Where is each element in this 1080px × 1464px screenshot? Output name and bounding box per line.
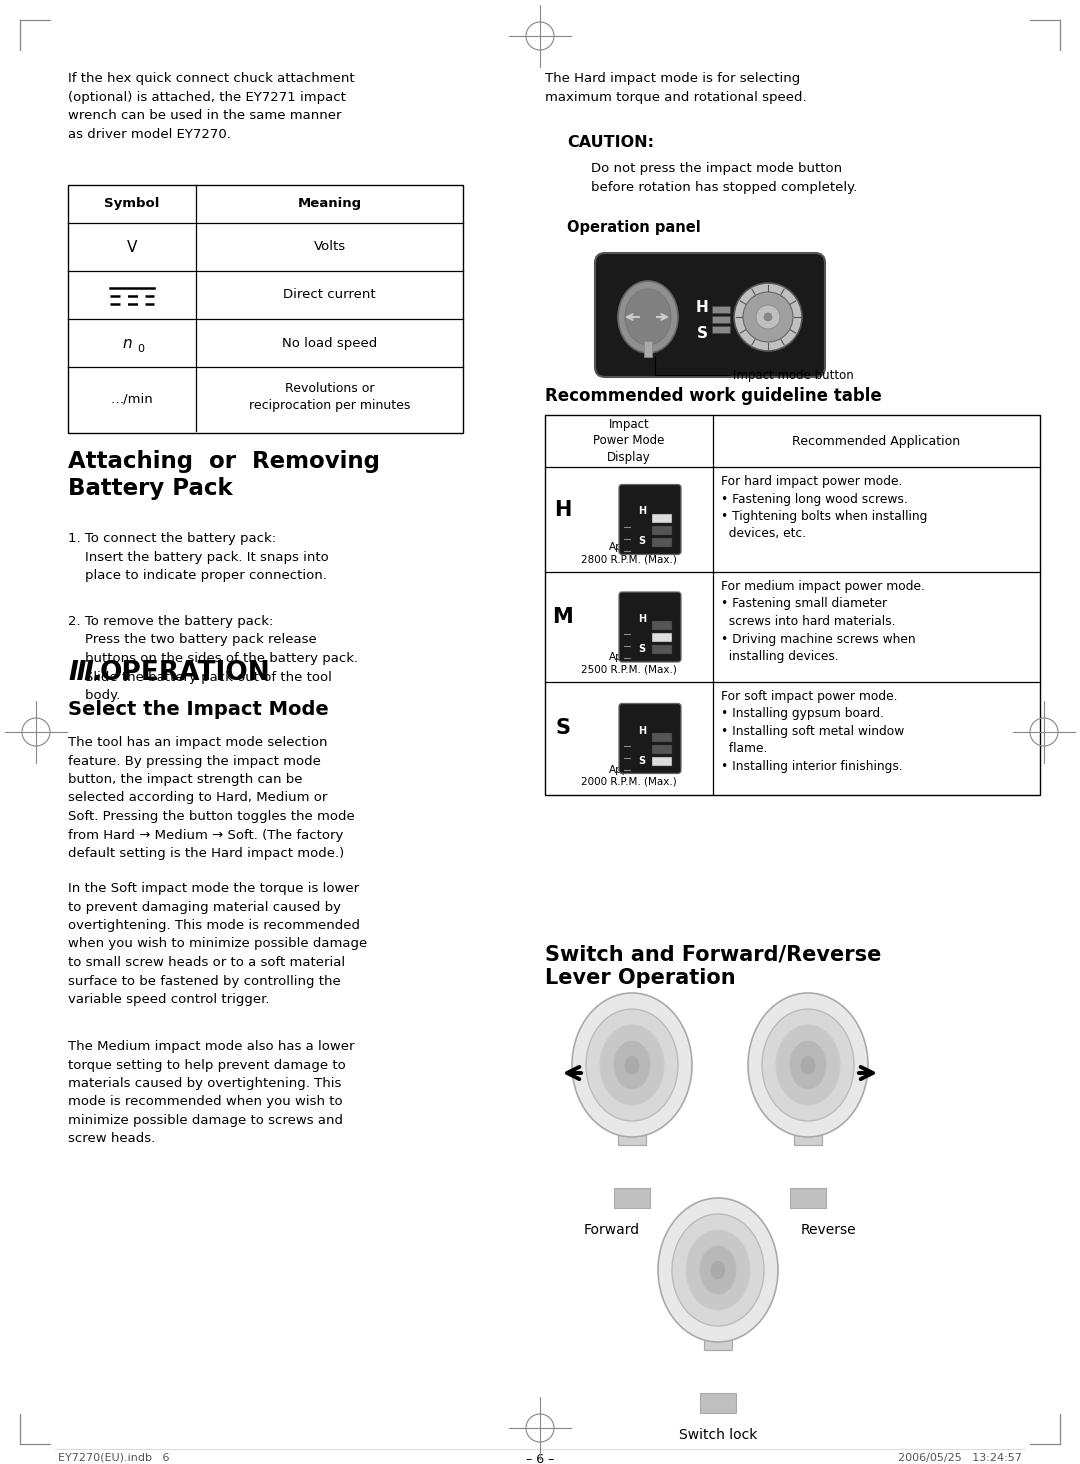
Circle shape: [743, 291, 793, 343]
Text: Recommended Application: Recommended Application: [793, 435, 960, 448]
FancyBboxPatch shape: [619, 591, 681, 662]
Bar: [652, 732, 672, 741]
Bar: [700, 1394, 735, 1413]
Ellipse shape: [789, 1041, 826, 1089]
Bar: [652, 526, 672, 534]
Bar: [644, 341, 652, 357]
Text: The Medium impact mode also has a lower
torque setting to help prevent damage to: The Medium impact mode also has a lower …: [68, 1039, 354, 1145]
Text: Approx.
2800 R.P.M. (Max.): Approx. 2800 R.P.M. (Max.): [581, 542, 677, 564]
Ellipse shape: [801, 1056, 815, 1075]
Ellipse shape: [625, 1056, 639, 1075]
Text: 2. To remove the battery pack:
    Press the two battery pack release
    button: 2. To remove the battery pack: Press the…: [68, 615, 359, 703]
Bar: [652, 757, 672, 766]
Bar: [68, 184, 463, 433]
Bar: [789, 1187, 826, 1208]
Text: S: S: [638, 644, 646, 654]
Text: Switch and Forward/Reverse
Lever Operation: Switch and Forward/Reverse Lever Operati…: [545, 944, 881, 988]
Text: 1. To connect the battery pack:
    Insert the battery pack. It snaps into
    p: 1. To connect the battery pack: Insert t…: [68, 531, 328, 583]
Bar: [615, 1187, 650, 1208]
Text: Revolutions or
reciprocation per minutes: Revolutions or reciprocation per minutes: [248, 382, 410, 413]
Ellipse shape: [762, 1009, 854, 1121]
Ellipse shape: [615, 1041, 650, 1089]
Ellipse shape: [618, 281, 678, 353]
Text: Select the Impact Mode: Select the Impact Mode: [68, 700, 328, 719]
Text: For hard impact power mode.
• Fastening long wood screws.
• Tightening bolts whe: For hard impact power mode. • Fastening …: [721, 474, 928, 540]
Text: For medium impact power mode.
• Fastening small diameter
  screws into hard mate: For medium impact power mode. • Fastenin…: [721, 580, 924, 663]
Text: Direct current: Direct current: [283, 288, 376, 302]
Text: The Hard impact mode is for selecting
maximum torque and rotational speed.: The Hard impact mode is for selecting ma…: [545, 72, 807, 104]
Text: Impact
Power Mode
Display: Impact Power Mode Display: [593, 419, 664, 464]
Circle shape: [764, 313, 772, 321]
Text: Reverse: Reverse: [800, 1222, 855, 1237]
Bar: [652, 745, 672, 754]
Bar: [652, 621, 672, 630]
Bar: [545, 414, 1040, 795]
FancyBboxPatch shape: [595, 253, 825, 378]
Text: V: V: [126, 240, 137, 255]
Text: …/min: …/min: [110, 392, 153, 406]
Text: – 6 –: – 6 –: [526, 1452, 554, 1464]
Ellipse shape: [777, 1025, 840, 1105]
Text: Meaning: Meaning: [297, 198, 362, 211]
Circle shape: [756, 305, 780, 329]
Bar: [712, 316, 730, 324]
Text: 2006/05/25   13:24:57: 2006/05/25 13:24:57: [899, 1452, 1022, 1463]
Text: The tool has an impact mode selection
feature. By pressing the impact mode
butto: The tool has an impact mode selection fe…: [68, 736, 354, 859]
Text: 0: 0: [137, 344, 145, 354]
Bar: [652, 514, 672, 523]
FancyBboxPatch shape: [619, 485, 681, 555]
Ellipse shape: [658, 1198, 778, 1342]
Text: Symbol: Symbol: [105, 198, 160, 211]
Bar: [652, 537, 672, 546]
Text: No load speed: No load speed: [282, 337, 377, 350]
Ellipse shape: [586, 1009, 678, 1121]
Ellipse shape: [686, 1230, 750, 1310]
Text: Do not press the impact mode button
before rotation has stopped completely.: Do not press the impact mode button befo…: [591, 163, 858, 193]
Bar: [618, 1085, 646, 1145]
Text: S: S: [697, 325, 707, 341]
Text: CAUTION:: CAUTION:: [567, 135, 654, 149]
Text: Switch lock: Switch lock: [679, 1427, 757, 1442]
Text: Volts: Volts: [313, 240, 346, 253]
Text: H: H: [554, 499, 571, 520]
Text: Ⅲ.: Ⅲ.: [68, 660, 103, 687]
Text: H: H: [638, 726, 646, 735]
Text: H: H: [696, 300, 708, 315]
Ellipse shape: [700, 1246, 735, 1294]
Text: For soft impact power mode.
• Installing gypsum board.
• Installing soft metal w: For soft impact power mode. • Installing…: [721, 690, 904, 773]
Text: Approx.
2000 R.P.M. (Max.): Approx. 2000 R.P.M. (Max.): [581, 764, 677, 788]
Text: S: S: [638, 536, 646, 546]
Bar: [652, 646, 672, 654]
Circle shape: [734, 283, 802, 351]
Text: H: H: [638, 613, 646, 624]
Ellipse shape: [672, 1214, 764, 1326]
Text: Approx.
2500 R.P.M. (Max.): Approx. 2500 R.P.M. (Max.): [581, 651, 677, 673]
Bar: [712, 326, 730, 332]
Text: OPERATION: OPERATION: [100, 660, 271, 687]
Text: In the Soft impact mode the torque is lower
to prevent damaging material caused : In the Soft impact mode the torque is lo…: [68, 881, 367, 1006]
Text: Forward: Forward: [584, 1222, 640, 1237]
Ellipse shape: [625, 288, 671, 346]
Text: S: S: [555, 719, 570, 738]
Text: n: n: [122, 335, 132, 350]
Bar: [652, 632, 672, 643]
Ellipse shape: [572, 993, 692, 1138]
Text: Impact mode button: Impact mode button: [733, 369, 854, 382]
FancyBboxPatch shape: [619, 704, 681, 773]
Text: M: M: [553, 608, 573, 627]
Text: EY7270(EU).indb   6: EY7270(EU).indb 6: [58, 1452, 170, 1463]
Text: S: S: [638, 755, 646, 766]
Ellipse shape: [600, 1025, 664, 1105]
Ellipse shape: [748, 993, 868, 1138]
Text: Attaching  or  Removing
Battery Pack: Attaching or Removing Battery Pack: [68, 449, 380, 499]
Text: If the hex quick connect chuck attachment
(optional) is attached, the EY7271 imp: If the hex quick connect chuck attachmen…: [68, 72, 354, 141]
Bar: [794, 1085, 822, 1145]
Ellipse shape: [711, 1261, 725, 1280]
Text: H: H: [638, 507, 646, 517]
Text: Recommended work guideline table: Recommended work guideline table: [545, 386, 881, 406]
Bar: [712, 306, 730, 313]
Text: Operation panel: Operation panel: [567, 220, 701, 236]
Bar: [704, 1290, 732, 1350]
